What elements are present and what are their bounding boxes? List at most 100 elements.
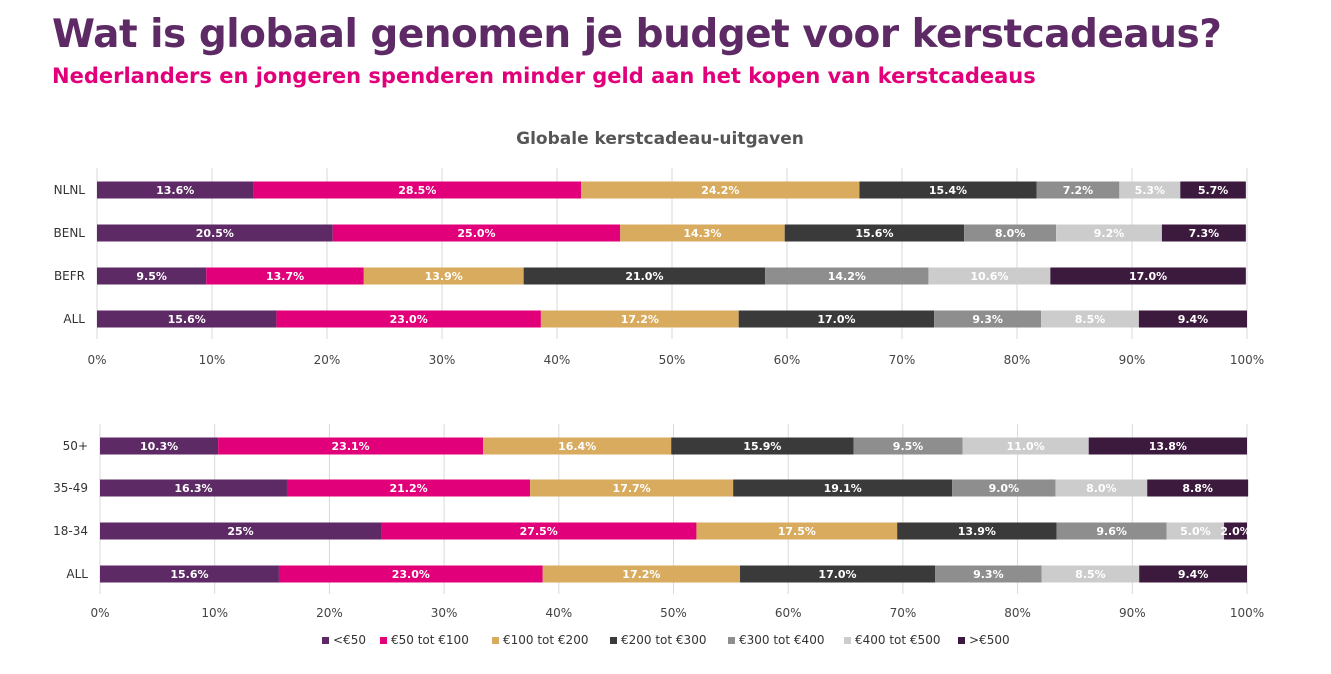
- bar-segment: [859, 181, 1037, 199]
- data-label: 5.0%: [1180, 525, 1211, 538]
- data-label: 10.6%: [970, 270, 1008, 283]
- bar-segment: [286, 479, 531, 497]
- bar-segment: [530, 479, 734, 497]
- bar-segment: [784, 224, 965, 242]
- bar-segment: [1138, 310, 1247, 328]
- bar-segment: [733, 479, 953, 497]
- data-label: 5.7%: [1198, 184, 1229, 197]
- data-label: 15.9%: [743, 440, 781, 453]
- bar-segment: [696, 522, 898, 540]
- legend-label: €400 tot €500: [855, 633, 940, 647]
- data-label: 15.4%: [929, 184, 967, 197]
- data-label: 23.0%: [390, 313, 428, 326]
- category-label: ALL: [63, 312, 85, 326]
- bar-segment: [1055, 479, 1148, 497]
- bar-segment: [964, 224, 1057, 242]
- bar-segment: [1180, 181, 1246, 199]
- bar-segment: [1224, 522, 1247, 540]
- data-label: 15.6%: [855, 227, 893, 240]
- data-label: 8.5%: [1075, 568, 1106, 581]
- bar-segment: [738, 310, 935, 328]
- data-label: 13.7%: [266, 270, 304, 283]
- data-label: 9.5%: [893, 440, 924, 453]
- data-label: 7.2%: [1063, 184, 1094, 197]
- category-label: NLNL: [54, 183, 86, 197]
- bar-segment: [278, 565, 543, 583]
- data-label: 13.6%: [156, 184, 194, 197]
- data-label: 23.1%: [332, 440, 370, 453]
- bar-segment: [1041, 565, 1140, 583]
- data-label: 9.5%: [136, 270, 167, 283]
- data-label: 8.5%: [1075, 313, 1106, 326]
- bar-segment: [581, 181, 860, 199]
- bar-segment: [253, 181, 582, 199]
- data-label: 9.2%: [1094, 227, 1125, 240]
- bar-segment: [935, 565, 1042, 583]
- data-label: 16.3%: [174, 482, 212, 495]
- x-tick-label: 100%: [1230, 606, 1264, 620]
- data-label: 21.2%: [389, 482, 427, 495]
- bar-segment: [100, 565, 279, 583]
- bar-segment: [381, 522, 697, 540]
- bar-segment: [97, 224, 333, 242]
- data-label: 25%: [227, 525, 253, 538]
- data-label: 15.6%: [170, 568, 208, 581]
- data-label: 9.6%: [1096, 525, 1127, 538]
- data-label: 17.0%: [818, 568, 856, 581]
- bar-segment: [97, 267, 207, 285]
- category-label: BENL: [54, 226, 86, 240]
- category-label: 50+: [63, 439, 88, 453]
- x-tick-label: 40%: [545, 606, 572, 620]
- bar-segment: [934, 310, 1042, 328]
- bar-segment: [1056, 224, 1162, 242]
- legend-swatch: [728, 637, 735, 644]
- legend-swatch: [844, 637, 851, 644]
- legend-label: €50 tot €100: [391, 633, 469, 647]
- x-tick-label: 80%: [1004, 606, 1031, 620]
- legend-swatch: [322, 637, 329, 644]
- data-label: 15.6%: [168, 313, 206, 326]
- bar-segment: [897, 522, 1057, 540]
- data-label: 9.3%: [972, 313, 1003, 326]
- x-tick-label: 50%: [660, 606, 687, 620]
- bar-segment: [1050, 267, 1246, 285]
- bar-segment: [100, 479, 287, 497]
- data-label: 7.3%: [1189, 227, 1220, 240]
- bar-segment: [765, 267, 929, 285]
- x-tick-label: 30%: [429, 353, 456, 367]
- bar-segment: [1119, 181, 1181, 199]
- data-label: 16.4%: [558, 440, 596, 453]
- x-tick-label: 20%: [314, 353, 341, 367]
- bar-segment: [620, 224, 785, 242]
- bar-segment: [100, 437, 219, 455]
- data-label: 23.0%: [392, 568, 430, 581]
- bar-segment: [952, 479, 1056, 497]
- bar-segment: [363, 267, 524, 285]
- x-tick-label: 60%: [774, 353, 801, 367]
- category-label: 18-34: [53, 524, 88, 538]
- legend-swatch: [610, 637, 617, 644]
- bar-segment: [1139, 565, 1247, 583]
- page-title: Wat is globaal genomen je budget voor ke…: [52, 12, 1222, 57]
- bar-segment: [276, 310, 541, 328]
- x-tick-label: 30%: [431, 606, 458, 620]
- category-label: BEFR: [54, 269, 85, 283]
- data-label: 28.5%: [398, 184, 436, 197]
- x-tick-label: 20%: [316, 606, 343, 620]
- legend-label: €300 tot €400: [739, 633, 824, 647]
- data-label: 17.0%: [817, 313, 855, 326]
- data-label: 9.0%: [989, 482, 1020, 495]
- data-label: 9.3%: [973, 568, 1004, 581]
- x-tick-label: 70%: [890, 606, 917, 620]
- data-label: 9.4%: [1178, 313, 1209, 326]
- data-label: 20.5%: [196, 227, 234, 240]
- bar-segment: [97, 181, 254, 199]
- data-label: 11.0%: [1007, 440, 1045, 453]
- category-label: ALL: [66, 567, 88, 581]
- legend-label: €200 tot €300: [621, 633, 706, 647]
- bar-segment: [671, 437, 854, 455]
- data-label: 8.0%: [995, 227, 1026, 240]
- legend-swatch: [958, 637, 965, 644]
- bar-segment: [1161, 224, 1246, 242]
